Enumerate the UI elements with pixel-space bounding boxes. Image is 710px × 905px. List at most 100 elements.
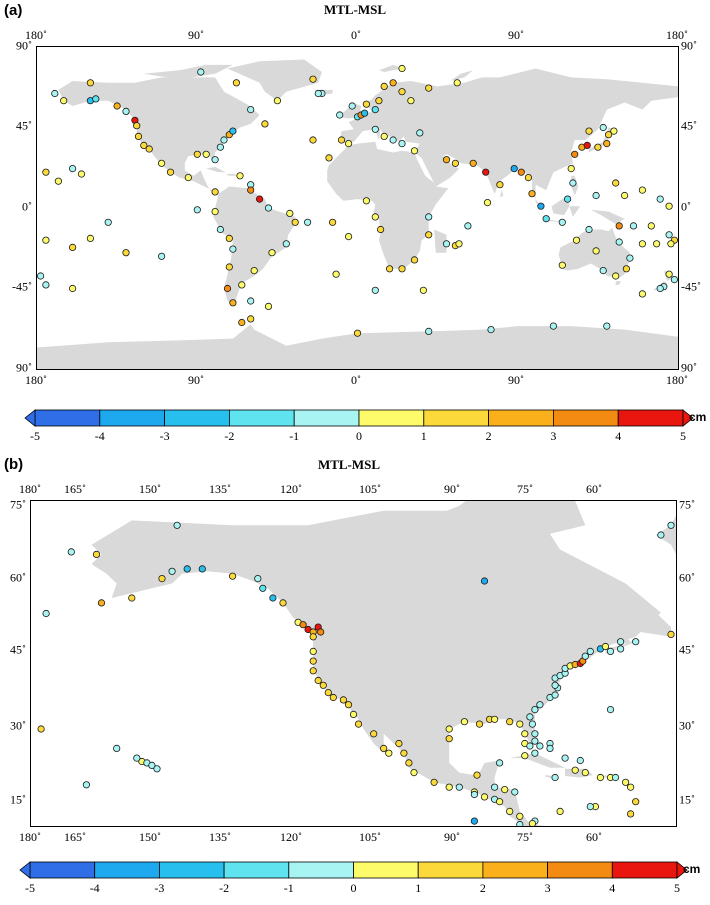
station-marker [586,802,594,811]
station-marker [60,97,68,105]
station-marker [569,179,577,187]
station-marker [629,222,638,230]
station-marker [328,218,337,226]
station-marker [563,195,572,203]
land-polygon [327,141,449,269]
station-marker [67,548,75,556]
station-marker [464,222,472,230]
bottom-lon-tick: 75˚ [517,830,533,844]
station-marker [256,195,264,203]
station-marker [632,638,640,646]
land-polygon [421,156,459,187]
station-marker [128,594,136,602]
right-lat-tick: 0˚ [681,199,691,214]
colorbar-left-arrow [19,861,31,879]
station-marker [211,156,219,164]
bottom-lon-tick: 90˚ [444,830,460,844]
station-marker [371,213,379,221]
station-marker [398,265,406,273]
colorbar-swatch [611,861,678,879]
station-marker [531,749,539,757]
world-map-canvas [37,59,678,369]
station-marker [380,132,388,141]
station-marker [657,531,665,539]
station-marker [337,136,346,144]
colorbar-swatch [547,861,613,879]
station-marker [229,299,237,307]
station-marker [606,647,615,655]
station-marker [184,174,192,182]
station-marker [594,143,602,151]
colorbar-swatch [353,861,419,879]
panel-a-title: MTL-MSL [323,2,387,17]
land-polygon [434,501,586,535]
station-marker [166,168,175,176]
station-marker [495,798,504,806]
station-marker [211,208,219,216]
station-marker [398,64,406,73]
station-marker [526,742,534,750]
station-marker [585,127,593,135]
station-marker [400,749,408,757]
station-marker [473,771,481,779]
station-marker [68,284,77,293]
station-marker [445,725,453,733]
station-marker [425,231,433,239]
station-marker [549,322,558,330]
station-marker [42,609,50,618]
colorbar-swatch [482,861,548,879]
station-marker [371,125,379,133]
station-marker [405,759,413,767]
colorbar-tick-label: 2 [480,881,486,895]
station-marker [510,165,518,173]
station-marker [389,136,397,144]
tide-gauge-stations [37,521,675,826]
colorbar-tick-label: -5 [30,429,40,443]
colorbar-b-unit: cm [683,862,701,876]
station-marker [425,213,433,221]
bottom-lon-tick: 135˚ [209,830,231,844]
station-marker [536,742,544,750]
station-marker [153,765,161,773]
right-lat-tick: 90˚ [681,38,697,53]
station-marker [389,79,397,87]
station-marker [665,231,673,239]
station-marker [516,812,524,820]
station-marker [556,807,564,815]
colorbar-tick-label: 2 [486,429,492,443]
station-marker [571,766,579,774]
station-marker [495,759,504,767]
station-marker [173,521,181,529]
land-masses [37,59,678,369]
station-marker [665,202,673,210]
station-marker [332,270,340,278]
station-marker [348,102,356,110]
station-marker [576,756,584,765]
station-marker [51,89,59,98]
station-marker [380,744,388,752]
station-marker [517,168,525,176]
station-marker [442,240,451,248]
station-marker [490,715,499,723]
station-marker [37,725,45,733]
station-marker [537,202,545,210]
station-marker [470,790,478,799]
station-marker [665,270,673,278]
station-marker [385,749,393,757]
station-marker [309,136,317,144]
land-polygon [499,190,504,198]
left-lat-tick: 15˚ [10,792,26,807]
station-marker [526,713,534,721]
colorbar-tick-label: 4 [609,881,615,895]
station-marker [606,706,615,714]
station-marker [145,145,153,153]
station-marker [453,79,461,87]
bottom-lon-tick: 165˚ [64,830,86,844]
colorbar-right-arrow [682,409,694,427]
north-america-map-canvas [37,501,676,826]
right-lat-tick: 45˚ [681,118,697,133]
station-marker [148,761,156,769]
colorbar-swatch [34,409,101,427]
left-lat-tick: 60˚ [10,570,26,585]
colorbar-swatch [358,409,425,427]
